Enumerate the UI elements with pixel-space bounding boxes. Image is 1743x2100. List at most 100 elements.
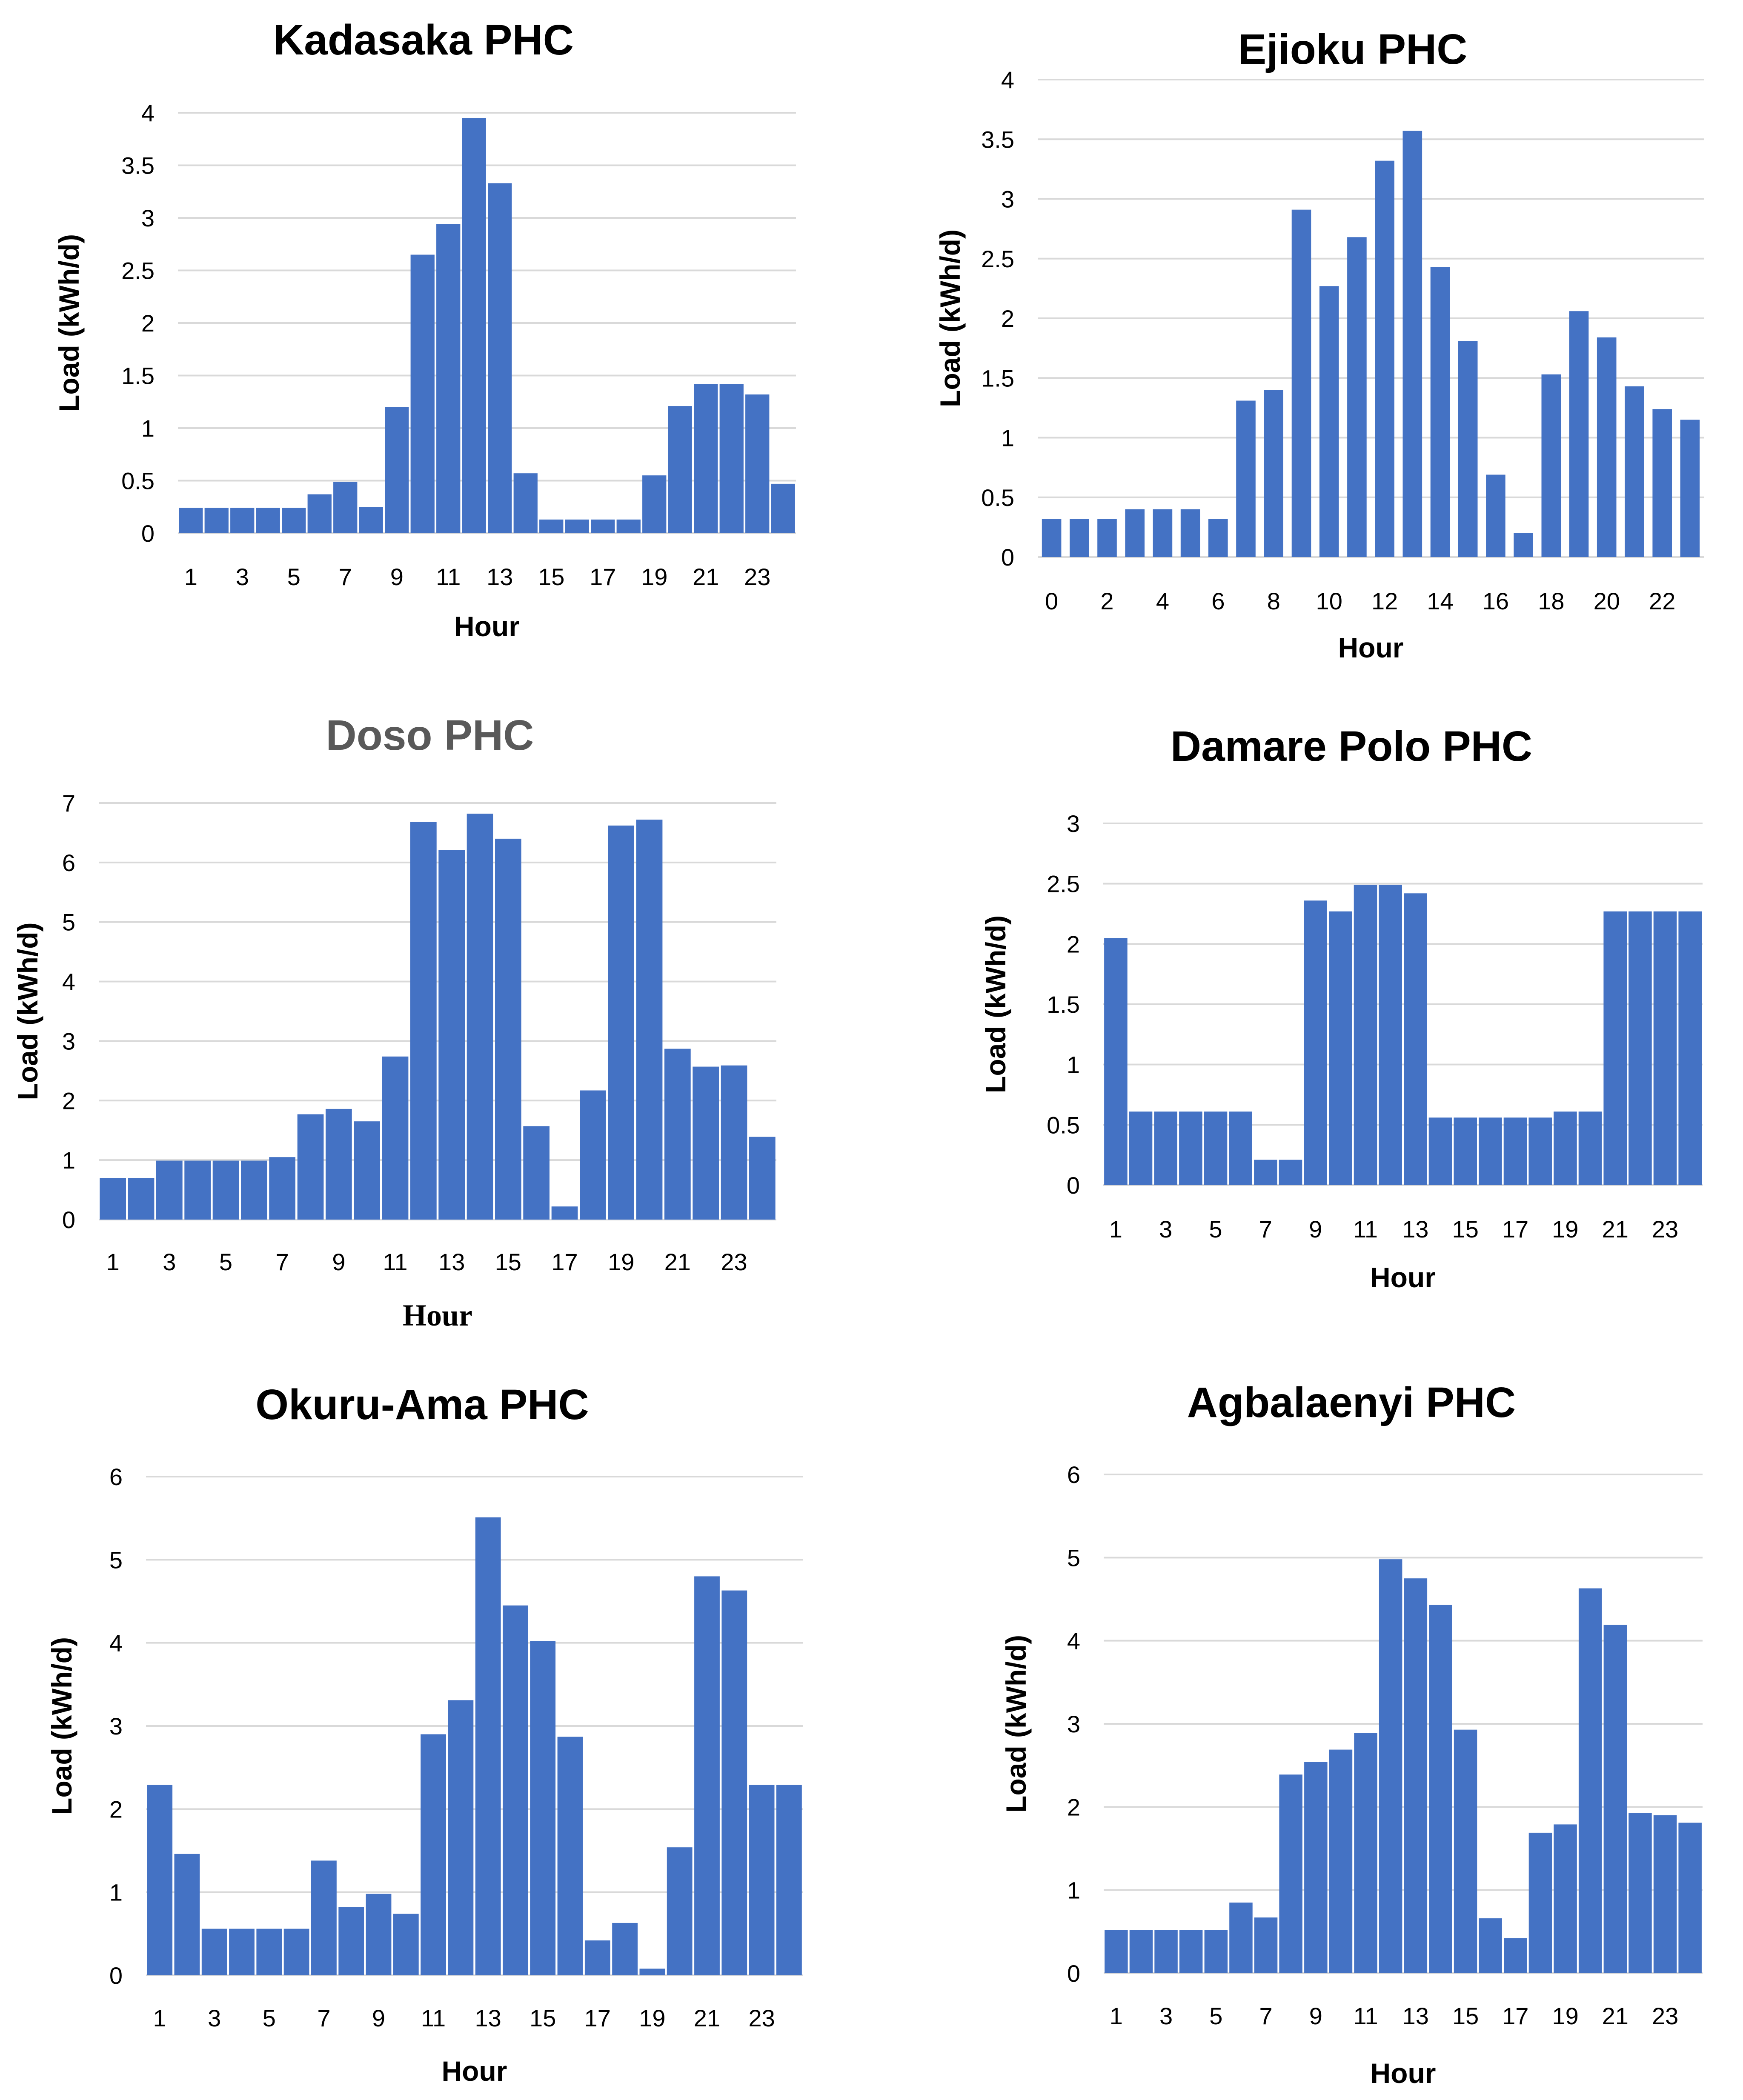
bar	[667, 1847, 693, 1975]
bar	[694, 384, 718, 533]
bar	[1304, 1762, 1328, 1973]
bar	[530, 1641, 556, 1975]
x-tick-label: 23	[744, 563, 770, 590]
bar	[1204, 1930, 1228, 1973]
y-tick-label: 1	[109, 1879, 123, 1906]
bar	[749, 1785, 775, 1975]
x-tick-label: 2	[1100, 588, 1113, 614]
x-tick-label: 3	[1159, 1216, 1172, 1243]
x-tick-label: 17	[1502, 2003, 1528, 2029]
bar	[1680, 420, 1700, 557]
x-tick-label: 13	[475, 2005, 501, 2031]
x-tick-label: 3	[236, 563, 249, 590]
bar	[1603, 911, 1627, 1185]
y-axis-label: Load (kWh/d)	[1000, 1635, 1032, 1813]
bar	[1379, 1559, 1402, 1973]
x-tick-label: 17	[584, 2005, 611, 2031]
bar	[179, 508, 203, 533]
bar	[212, 1160, 239, 1220]
chart-title: Ejioku PHC	[1238, 26, 1468, 73]
chart-title: Okuru-Ama PHC	[255, 1381, 589, 1429]
bar	[1514, 533, 1533, 557]
x-tick-label: 14	[1427, 588, 1453, 614]
bar	[1479, 1117, 1502, 1185]
bar	[1652, 409, 1672, 557]
bar	[1603, 1625, 1627, 1973]
y-tick-label: 0	[1001, 544, 1014, 571]
bar	[1179, 1930, 1203, 1973]
bar	[201, 1929, 227, 1975]
x-axis-label: Hour	[442, 2055, 507, 2087]
bar	[1428, 1117, 1452, 1185]
bar	[771, 483, 795, 533]
x-axis-label: Hour	[1338, 632, 1404, 663]
x-tick-label: 11	[421, 2005, 446, 2031]
x-tick-label: 18	[1538, 588, 1564, 614]
bar	[503, 1605, 528, 1975]
bar	[612, 1923, 638, 1975]
bar	[448, 1700, 474, 1975]
x-tick-label: 3	[1159, 2003, 1173, 2029]
x-tick-label: 23	[748, 2005, 775, 2031]
bar	[184, 1160, 211, 1220]
bar	[1104, 938, 1128, 1185]
y-axis-label: Load (kWh/d)	[934, 229, 966, 407]
bar	[475, 1517, 501, 1975]
x-tick-label: 15	[1452, 2003, 1479, 2029]
y-tick-label: 1	[1067, 1051, 1080, 1078]
bar	[591, 519, 615, 533]
bar	[283, 1929, 309, 1975]
x-tick-label: 11	[1353, 1216, 1378, 1243]
bar	[749, 1137, 776, 1220]
y-tick-label: 2	[141, 310, 155, 337]
bar	[636, 820, 663, 1220]
bar	[1458, 341, 1478, 557]
x-axis-label: Hour	[1370, 1262, 1436, 1293]
y-tick-label: 1.5	[121, 363, 155, 389]
y-tick-label: 3	[141, 205, 155, 231]
bar	[1125, 509, 1145, 557]
bar	[1304, 900, 1327, 1185]
bar	[366, 1894, 392, 1975]
x-tick-label: 13	[487, 563, 513, 590]
bar	[580, 1090, 606, 1220]
bar	[1129, 1111, 1153, 1185]
bar	[326, 1109, 352, 1220]
bar	[1154, 1111, 1177, 1185]
bar	[1375, 160, 1394, 557]
bar	[100, 1178, 126, 1220]
bar	[1236, 400, 1256, 557]
bar	[467, 814, 493, 1220]
y-tick-label: 0	[1067, 1960, 1080, 1987]
x-tick-label: 7	[317, 2005, 330, 2031]
bar	[1554, 1824, 1577, 1973]
bar	[1430, 267, 1450, 557]
x-axis-label: Hour	[454, 611, 520, 642]
y-tick-label: 3	[1001, 186, 1014, 213]
bar	[1625, 386, 1644, 557]
x-axis-label: Hour	[1371, 2057, 1436, 2089]
bar	[1653, 1815, 1677, 1973]
bar	[269, 1157, 295, 1220]
bar	[438, 850, 465, 1220]
y-tick-label: 0.5	[121, 468, 155, 494]
bar	[1254, 1917, 1278, 1973]
bar	[1279, 1774, 1302, 1973]
bar	[1179, 1111, 1202, 1185]
bar	[241, 1160, 267, 1220]
x-tick-label: 9	[1309, 1216, 1322, 1243]
y-tick-label: 2	[1001, 305, 1014, 332]
x-tick-label: 12	[1371, 588, 1398, 614]
bar	[1554, 1111, 1577, 1185]
bar	[421, 1734, 446, 1975]
bar	[639, 1969, 665, 1975]
x-tick-label: 10	[1316, 588, 1342, 614]
x-tick-label: 3	[163, 1249, 176, 1275]
x-tick-label: 9	[372, 2005, 385, 2031]
y-tick-label: 2	[1067, 1794, 1080, 1820]
bar	[551, 1206, 578, 1220]
bar	[608, 826, 634, 1220]
y-tick-label: 1	[141, 415, 155, 442]
